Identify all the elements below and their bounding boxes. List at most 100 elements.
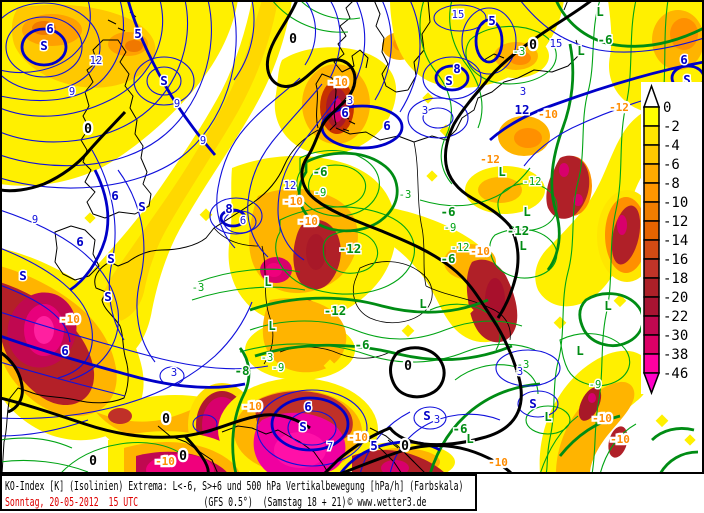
contour-label: -12 — [523, 176, 542, 188]
scale-cell — [643, 201, 660, 222]
weather-map-canvas: 6S51299991215151258SS333666S686S6SSS636S… — [0, 0, 704, 474]
scale-cell — [643, 315, 660, 336]
contour-label: 12 — [284, 180, 297, 192]
scale-cell — [643, 353, 660, 374]
contour-label: -10 — [348, 431, 368, 444]
contour-label: -10 — [470, 245, 490, 258]
scale-tick-label: -12 — [663, 214, 688, 230]
contour-label: 15 — [550, 38, 563, 50]
contour-label: 6 — [240, 215, 246, 227]
scale-tick-label: -22 — [663, 309, 688, 325]
scale-tick-label: -2 — [663, 119, 680, 135]
contour-label: 12 — [514, 102, 529, 117]
scale-tick-label: -6 — [663, 157, 680, 173]
contour-label: S — [104, 289, 112, 304]
scale-cell — [643, 125, 660, 146]
contour-label: L — [544, 409, 552, 424]
contour-label: -6 — [354, 337, 369, 352]
contour-label: 9 — [69, 86, 75, 98]
contour-label: 7 — [327, 441, 333, 453]
contour-label: L — [596, 4, 604, 19]
contour-label: S — [445, 73, 453, 88]
scale-tick-label: -46 — [663, 366, 688, 382]
contour-label: 12 — [90, 55, 103, 67]
contour-label: -10 — [488, 456, 508, 469]
contour-label: 5 — [488, 13, 496, 28]
scale-tick-label: -16 — [663, 252, 688, 268]
contour-label: -12 — [609, 101, 629, 114]
contour-label: L — [523, 204, 531, 219]
contour-label: 0 — [179, 449, 187, 464]
contour-label: S — [299, 419, 307, 434]
contour-label: 8 — [453, 61, 461, 76]
contour-label: 9 — [200, 135, 206, 147]
contour-label: 6 — [76, 234, 84, 249]
scale-cell — [643, 239, 660, 260]
contour-label: 0 — [84, 122, 92, 137]
scale-tick-label: -14 — [663, 233, 688, 249]
contour-label: S — [19, 268, 27, 283]
scale-cell — [643, 296, 660, 317]
contour-label: L — [519, 238, 527, 253]
contour-label: -9 — [272, 362, 285, 374]
caption-inner: KO-Index [K] (Isolinien) Extrema: L<-6, … — [5, 476, 475, 509]
scale-arrow-down — [642, 372, 661, 396]
scale-tick-label: 0 — [663, 100, 671, 116]
contour-label: 6 — [341, 105, 349, 120]
scale-cell — [643, 182, 660, 203]
contour-labels: 6S51299991215151258SS333666S686S6SSS636S… — [18, 3, 693, 472]
contour-label: S — [160, 73, 168, 88]
color-scale: 0 -2 -4 -6 -8 -10 -12 -14 -16 -18 -20 -22 -30 -38 -46 — [641, 82, 704, 396]
contour-label: S — [683, 72, 691, 87]
scale-tick-label: -4 — [663, 138, 680, 154]
contour-label: -9 — [589, 379, 602, 391]
contour-label: S — [423, 408, 431, 423]
contour-label: 15 — [452, 9, 465, 21]
contour-label: 6 — [304, 399, 312, 414]
contour-label: -12 — [507, 223, 530, 238]
contour-label: L — [577, 43, 585, 58]
contour-label: 0 — [404, 359, 412, 374]
contour-label: S — [529, 396, 537, 411]
contour-label: 0 — [89, 454, 97, 469]
contour-label: -6 — [597, 32, 612, 47]
contour-label: L — [264, 274, 272, 289]
contour-label: 0 — [162, 412, 170, 427]
scale-cell — [643, 144, 660, 165]
contour-label: -6 — [440, 251, 455, 266]
contour-label: 6 — [61, 343, 69, 358]
caption-title: KO-Index [K] (Isolinien) Extrema: L<-6, … — [5, 478, 464, 493]
contour-label: L — [466, 431, 474, 446]
isolines-zero-black — [0, 0, 593, 474]
contour-label: L — [268, 318, 276, 333]
contour-label: 3 — [517, 366, 523, 378]
scale-tick-label: -38 — [663, 347, 688, 363]
scale-cell — [643, 277, 660, 298]
contour-label: 3 — [520, 86, 526, 98]
scale-tick-label: -18 — [663, 271, 688, 287]
contour-label: -12 — [480, 153, 500, 166]
contour-label: S — [107, 251, 115, 266]
scale-cell — [643, 163, 660, 184]
contour-label: -3 — [261, 352, 274, 364]
contour-label: -9 — [314, 187, 327, 199]
contour-label: 6 — [680, 52, 688, 67]
contour-label: -10 — [328, 76, 348, 89]
contour-label: -10 — [283, 195, 303, 208]
scale-cell — [643, 334, 660, 355]
contour-label: L — [498, 164, 506, 179]
contour-label: -3 — [517, 359, 530, 371]
contour-label: -10 — [298, 215, 318, 228]
contour-label: L — [604, 298, 612, 313]
contour-label: 6 — [383, 118, 391, 133]
contour-label: -3 — [192, 282, 205, 294]
caption-box: KO-Index [K] (Isolinien) Extrema: L<-6, … — [0, 474, 477, 511]
map-frame — [0, 0, 704, 474]
contour-label: 0 — [529, 38, 537, 53]
contour-label: 3 — [434, 414, 440, 426]
contour-label: -10 — [610, 433, 630, 446]
contour-label: -9 — [444, 222, 457, 234]
contour-label: 9 — [32, 214, 38, 226]
contour-label: L — [419, 296, 427, 311]
